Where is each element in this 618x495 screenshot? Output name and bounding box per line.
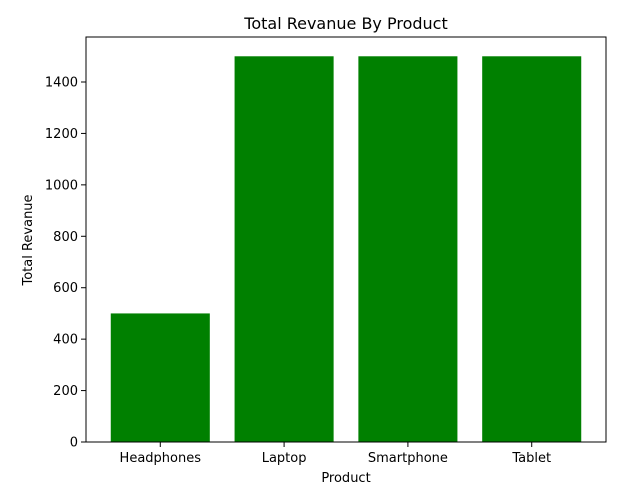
y-tick-label: 200 xyxy=(53,384,78,399)
x-axis-label: Product xyxy=(321,471,370,486)
bar-tablet xyxy=(482,56,582,443)
y-tick-label: 1400 xyxy=(45,76,78,91)
plot-frame xyxy=(85,36,607,443)
bars xyxy=(110,56,582,443)
bar-headphones xyxy=(110,313,210,442)
y-axis-label: Total Revanue xyxy=(21,194,36,286)
y-axis-ticks: 0 200 400 600 800 1000 1200 1400 xyxy=(45,76,86,451)
bar-smartphone xyxy=(358,56,458,443)
chart-title: Total Revanue By Product xyxy=(243,14,447,33)
y-tick-label: 600 xyxy=(53,281,78,296)
x-tick-label: Tablet xyxy=(511,451,551,466)
x-axis-ticks: Headphones Laptop Smartphone Tablet xyxy=(120,442,551,466)
y-tick-label: 1200 xyxy=(45,127,78,142)
x-tick-label: Laptop xyxy=(262,451,307,466)
y-tick-label: 0 xyxy=(70,436,78,451)
x-tick-label: Smartphone xyxy=(368,451,448,466)
y-tick-label: 1000 xyxy=(45,178,78,193)
y-tick-label: 400 xyxy=(53,333,78,348)
y-tick-label: 800 xyxy=(53,230,78,245)
x-tick-label: Headphones xyxy=(120,451,202,466)
bar-laptop xyxy=(234,56,334,443)
